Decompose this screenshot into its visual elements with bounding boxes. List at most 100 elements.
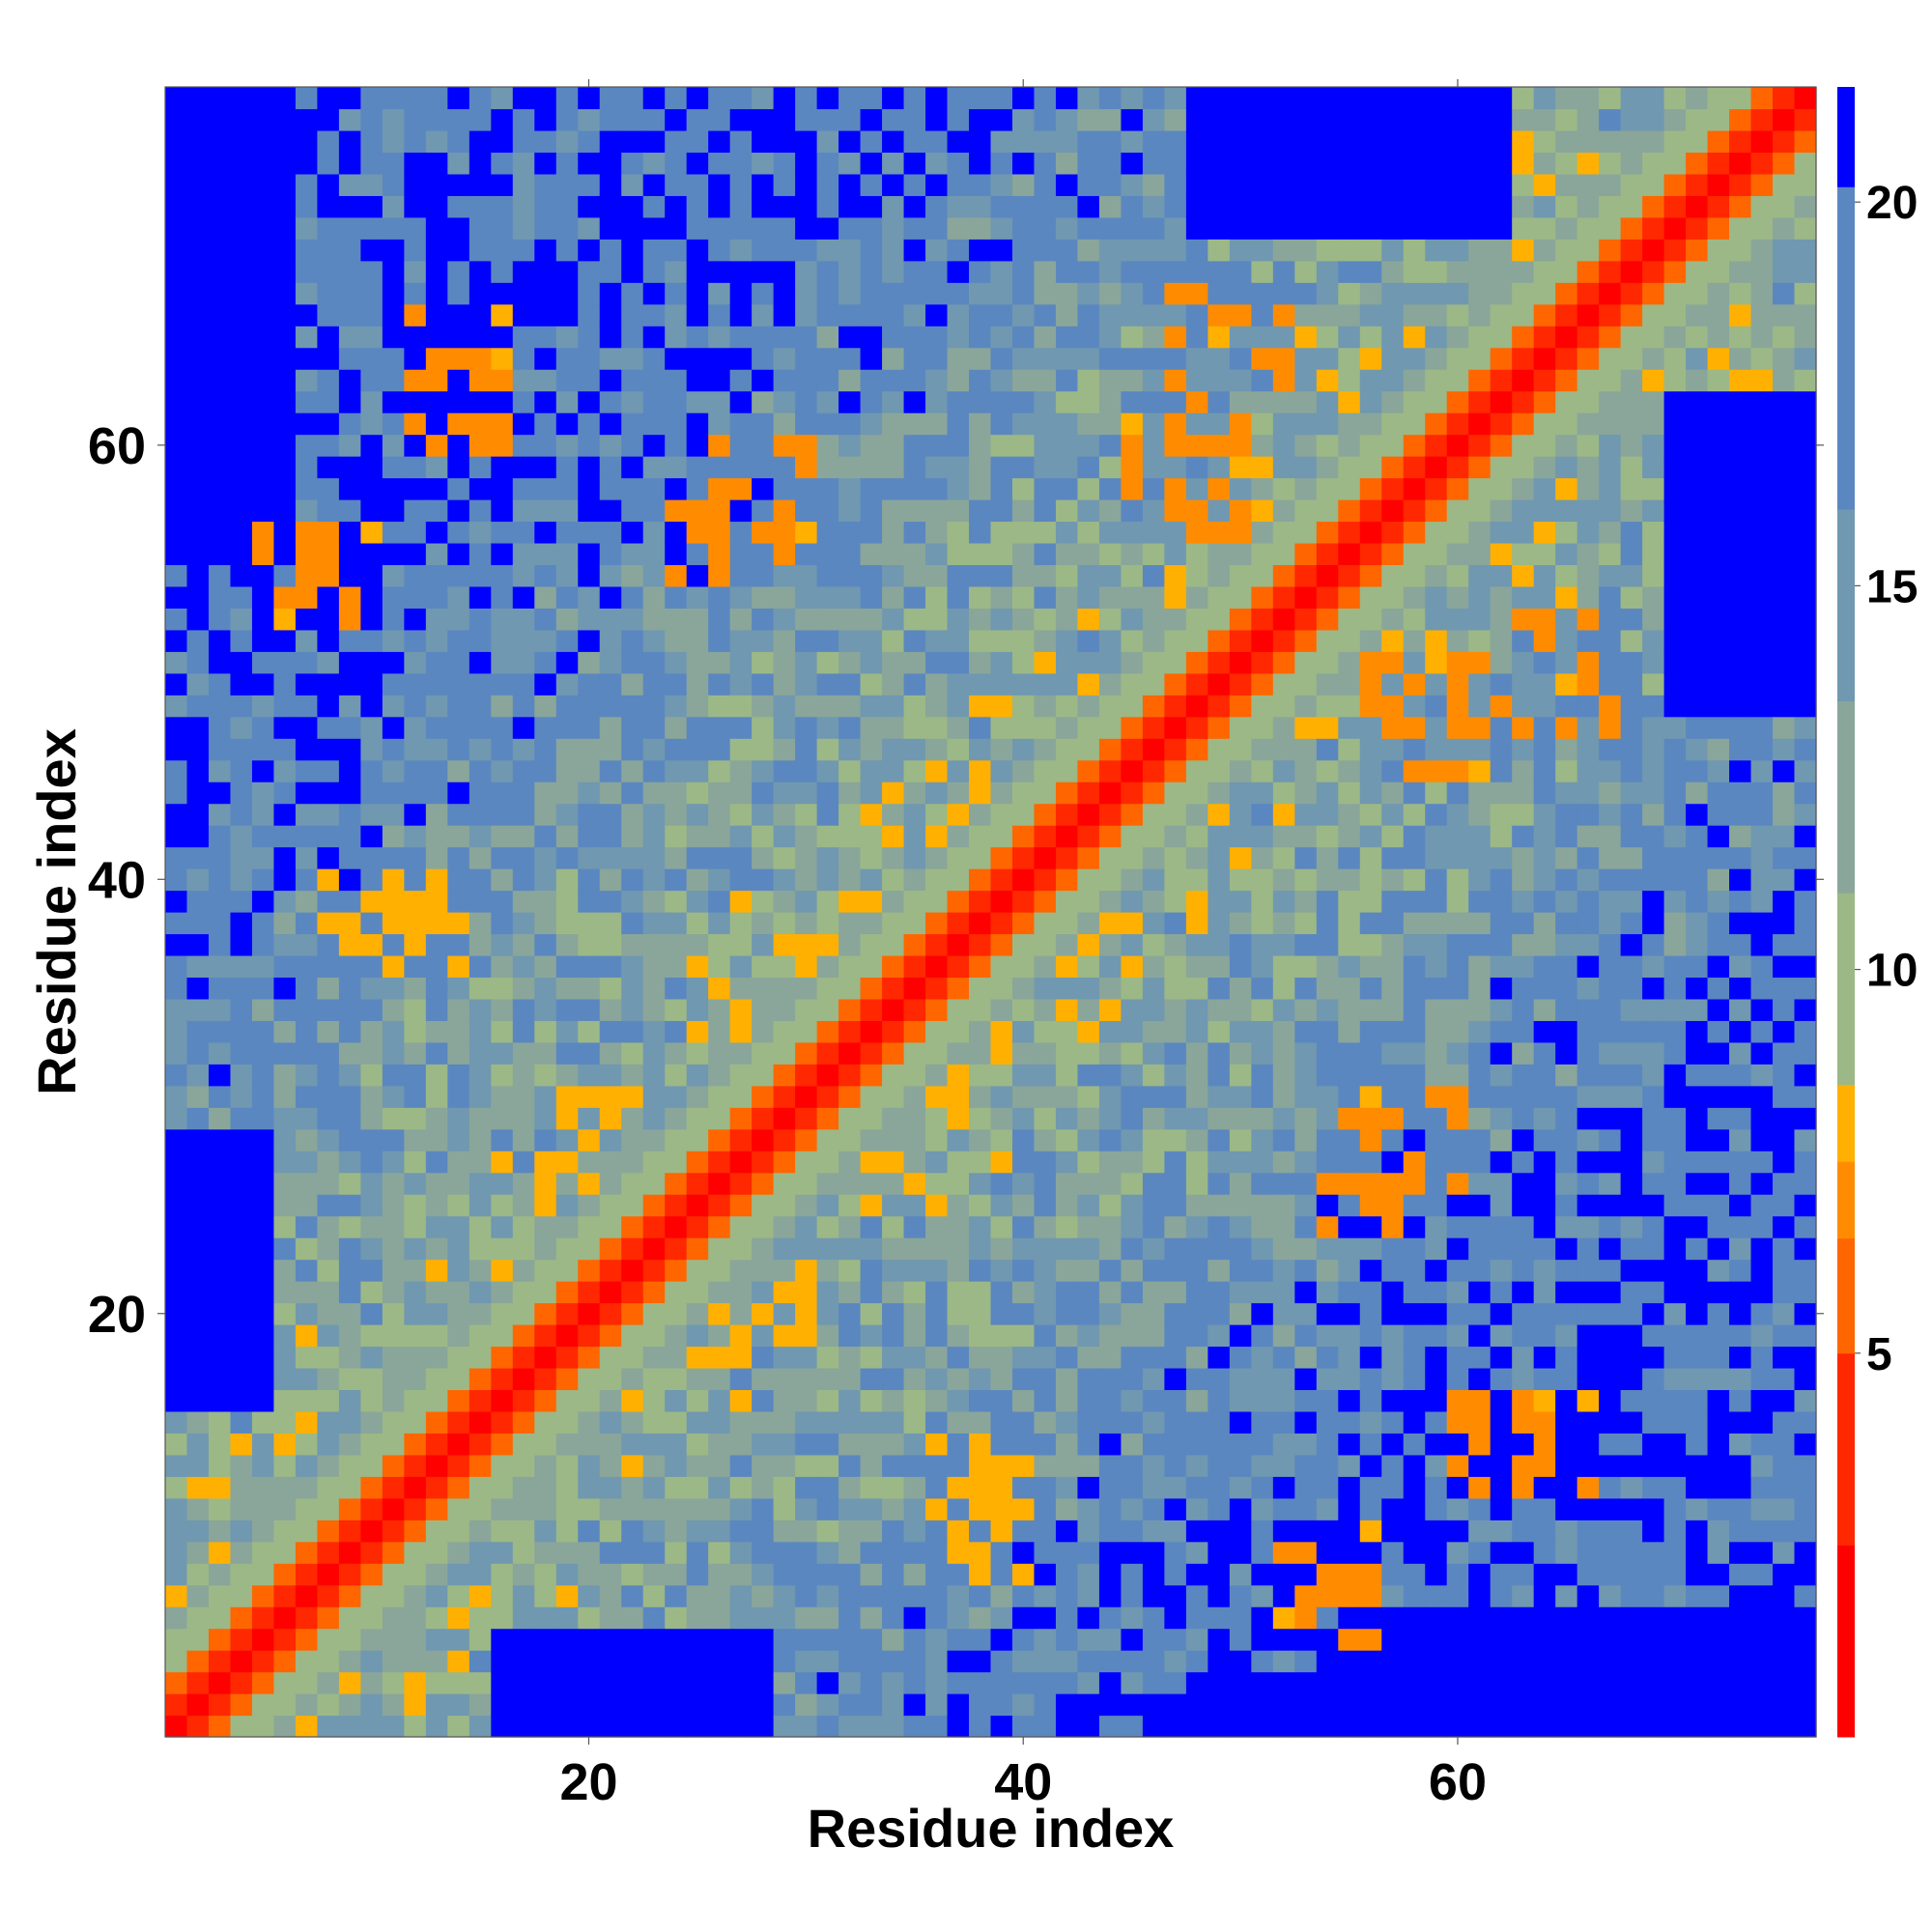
heatmap-cell: [947, 1497, 970, 1520]
heatmap-cell: [1468, 1151, 1492, 1174]
heatmap-cell: [882, 1020, 905, 1043]
heatmap-cell: [447, 456, 470, 479]
heatmap-cell: [838, 1410, 862, 1434]
heatmap-cell: [1164, 1041, 1187, 1065]
heatmap-cell: [947, 129, 970, 154]
heatmap-cell: [273, 1497, 297, 1520]
heatmap-cell: [425, 1064, 448, 1087]
heatmap-cell: [1512, 1324, 1535, 1348]
heatmap-cell: [947, 1237, 970, 1261]
heatmap-cell: [404, 1584, 427, 1607]
heatmap-cell: [752, 1541, 775, 1564]
heatmap-cell: [1208, 412, 1231, 436]
heatmap-cell: [360, 1389, 384, 1412]
heatmap-cell: [447, 738, 470, 761]
heatmap-cell: [925, 1410, 949, 1434]
heatmap-cell: [338, 369, 361, 392]
heatmap-cell: [208, 1671, 232, 1694]
heatmap-cell: [773, 1476, 796, 1499]
heatmap-cell: [1403, 129, 1426, 154]
heatmap-cell: [1468, 1454, 1492, 1477]
heatmap-cell: [512, 716, 535, 739]
heatmap-cell: [1316, 1020, 1339, 1043]
heatmap-cell: [1251, 1107, 1274, 1130]
heatmap-cell: [599, 282, 622, 305]
heatmap-cell: [469, 1020, 492, 1043]
heatmap-cell: [447, 803, 470, 826]
heatmap-cell: [1425, 326, 1448, 349]
heatmap-cell: [1403, 1237, 1426, 1261]
heatmap-cell: [382, 564, 405, 587]
heatmap-cell: [447, 933, 470, 956]
heatmap-cell: [1512, 1281, 1535, 1304]
heatmap-cell: [208, 542, 232, 566]
heatmap-cell: [708, 87, 731, 110]
heatmap-cell: [882, 1085, 905, 1108]
heatmap-cell: [1229, 108, 1252, 131]
heatmap-cell: [1272, 477, 1295, 500]
heatmap-cell: [1533, 585, 1556, 609]
heatmap-cell: [773, 608, 796, 631]
heatmap-cell: [1121, 195, 1144, 218]
heatmap-cell: [534, 716, 557, 739]
heatmap-cell: [773, 1693, 796, 1717]
heatmap-cell: [1403, 1020, 1426, 1043]
heatmap-cell: [882, 1259, 905, 1282]
heatmap-cell: [1577, 585, 1600, 609]
heatmap-cell: [1425, 1454, 1448, 1477]
heatmap-cell: [1446, 369, 1469, 392]
heatmap-cell: [317, 716, 340, 739]
heatmap-cell: [534, 912, 557, 935]
heatmap-cell: [1034, 890, 1057, 913]
heatmap-cell: [729, 1563, 753, 1586]
heatmap-cell: [1164, 716, 1187, 739]
heatmap-cell: [990, 1259, 1013, 1282]
heatmap-cell: [882, 129, 905, 154]
heatmap-cell: [1098, 629, 1122, 652]
heatmap-cell: [1055, 1454, 1079, 1477]
heatmap-cell: [1121, 998, 1144, 1021]
heatmap-cell: [512, 1367, 535, 1391]
heatmap-cell: [686, 129, 709, 154]
heatmap-cell: [251, 477, 275, 500]
heatmap-cell: [512, 412, 535, 436]
heatmap-cell: [1403, 1650, 1426, 1673]
heatmap-cell: [947, 1346, 970, 1369]
heatmap-cell: [1077, 629, 1100, 652]
heatmap-cell: [1338, 1584, 1361, 1607]
heatmap-cell: [1294, 239, 1318, 262]
heatmap-cell: [512, 1584, 535, 1607]
heatmap-cell: [317, 1281, 340, 1304]
heatmap-cell: [1512, 1346, 1535, 1369]
heatmap-cell: [903, 108, 926, 131]
heatmap-cell: [708, 1563, 731, 1586]
heatmap-cell: [1098, 912, 1122, 935]
heatmap-cell: [1425, 1497, 1448, 1520]
heatmap-cell: [1272, 542, 1295, 566]
heatmap-cell: [947, 1563, 970, 1586]
heatmap-cell: [642, 1606, 666, 1630]
heatmap-cell: [404, 173, 427, 196]
heatmap-cell: [1251, 369, 1274, 392]
heatmap-cell: [860, 846, 883, 869]
heatmap-cell: [295, 369, 319, 392]
heatmap-cell: [273, 239, 297, 262]
heatmap-cell: [1229, 608, 1252, 631]
heatmap-cell: [295, 326, 319, 349]
heatmap-cell: [1272, 239, 1295, 262]
heatmap-cell: [1185, 1497, 1208, 1520]
heatmap-cell: [404, 347, 427, 370]
heatmap-cell: [578, 1628, 601, 1651]
heatmap-cell: [1359, 1476, 1382, 1499]
heatmap-cell: [1468, 1041, 1492, 1065]
heatmap-cell: [969, 977, 992, 1000]
heatmap-cell: [1403, 803, 1426, 826]
heatmap-cell: [860, 1324, 883, 1348]
heatmap-cell: [295, 564, 319, 587]
heatmap-cell: [729, 1520, 753, 1543]
heatmap-cell: [230, 1085, 253, 1108]
heatmap-cell: [990, 1650, 1013, 1673]
heatmap-cell: [1272, 564, 1295, 587]
heatmap-cell: [1403, 781, 1426, 805]
heatmap-cell: [1034, 695, 1057, 718]
